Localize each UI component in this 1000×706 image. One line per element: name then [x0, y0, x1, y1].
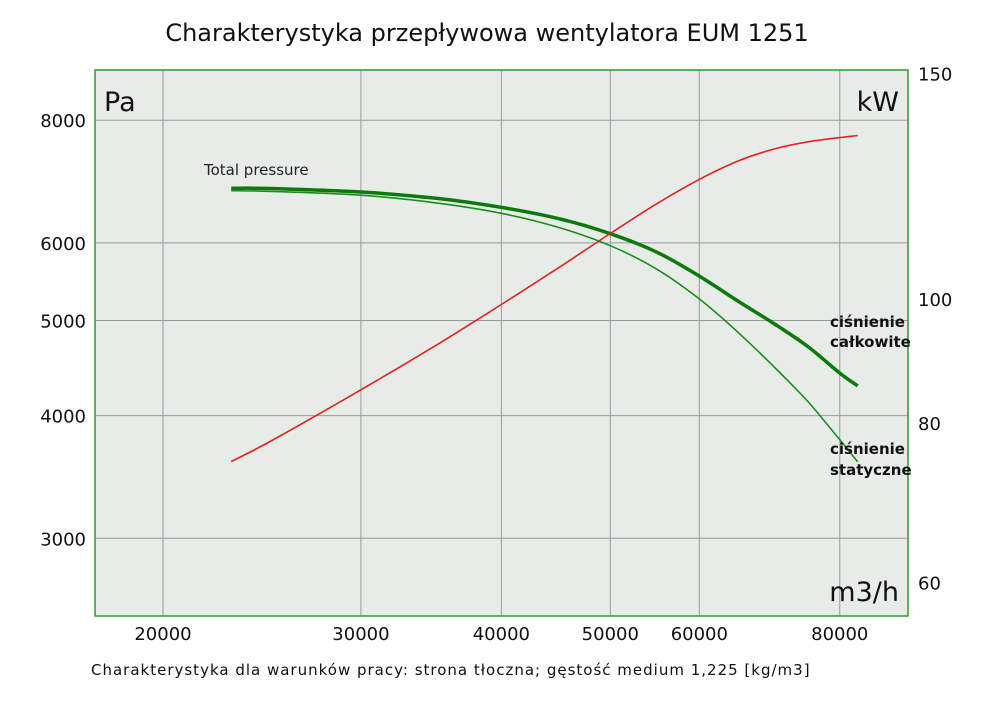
y-axis-ticks: 3000 4000 5000 6000 8000: [40, 111, 86, 550]
y-tick-label-1: 4000: [40, 407, 86, 428]
x-tick-label-2: 40000: [473, 624, 530, 645]
y2-tick-label-2: 100: [918, 290, 952, 311]
x-tick-label-5: 80000: [811, 624, 868, 645]
annotation-static-2: statyczne: [830, 461, 912, 479]
annotation-total-1: ciśnienie: [830, 313, 905, 331]
x-tick-label-0: 20000: [134, 624, 191, 645]
chart-title: Charakterystyka przepływowa wentylatora …: [165, 19, 808, 47]
y2-axis-unit: kW: [857, 87, 899, 118]
annotation-total-pressure: Total pressure: [203, 161, 309, 179]
x-axis-unit: m3/h: [829, 577, 899, 608]
y2-tick-label-0: 60: [918, 574, 941, 595]
x-tick-label-1: 30000: [332, 624, 389, 645]
series-line-total-pressure: [231, 186, 859, 388]
x-tick-label-3: 50000: [582, 624, 639, 645]
x-axis-ticks: 20000 30000 40000 50000 60000 80000: [134, 624, 868, 645]
annotation-total-2: całkowite: [830, 333, 911, 351]
y-axis-unit: Pa: [104, 87, 136, 118]
y2-axis-ticks: 60 80 100 150: [918, 65, 952, 595]
plot-border: [94, 69, 909, 617]
x-tick-label-4: 60000: [671, 624, 728, 645]
y-tick-label-2: 5000: [40, 312, 86, 333]
series-lines: [230, 134, 859, 463]
series-line-static-pressure: [231, 189, 859, 463]
y-tick-label-3: 6000: [40, 234, 86, 255]
y2-tick-label-1: 80: [918, 414, 941, 435]
y-tick-label-4: 8000: [40, 111, 86, 132]
y2-tick-label-3: 150: [918, 65, 952, 86]
footnote: Charakterystyka dla warunków pracy: stro…: [91, 661, 811, 679]
y-tick-label-0: 3000: [40, 529, 86, 550]
grid: [95, 70, 908, 616]
annotation-static-1: ciśnienie: [830, 440, 905, 458]
series-line-power: [230, 134, 858, 463]
